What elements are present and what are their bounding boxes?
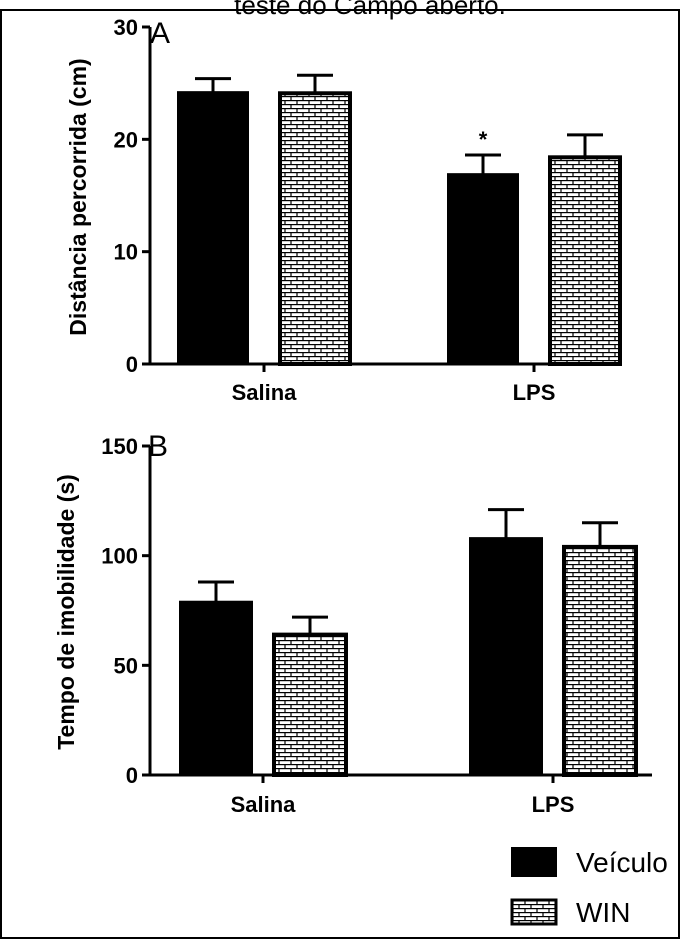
panel-a-significance-marker: * bbox=[479, 127, 488, 152]
panel-b-letter: B bbox=[148, 430, 168, 463]
panel-a-letter: A bbox=[150, 17, 170, 50]
panel-a-chart: A Distância percorrida (cm) 0 10 20 30 Salin… bbox=[65, 15, 622, 405]
panel-a-bar-lps-veiculo bbox=[447, 173, 519, 365]
panel-b-y-tick-label: 150 bbox=[101, 434, 138, 459]
panel-b-y-tick-label: 0 bbox=[126, 763, 138, 788]
panel-a-category-label: LPS bbox=[513, 380, 556, 405]
panel-b-y-tick-label: 50 bbox=[114, 653, 138, 678]
panel-a-y-tick-label: 30 bbox=[114, 15, 138, 40]
panel-b-category-label: Salina bbox=[231, 792, 297, 817]
panel-b-bar-salina-win bbox=[272, 632, 348, 777]
panel-a-y-tick-label: 10 bbox=[114, 240, 138, 265]
panel-a-y-axis-title: Distância percorrida (cm) bbox=[65, 58, 91, 335]
panel-b-bar-lps-veiculo bbox=[469, 537, 543, 776]
panel-b-category-label: LPS bbox=[532, 792, 575, 817]
figure-title: teste do Campo aberto. bbox=[234, 0, 506, 20]
legend-label-win: WIN bbox=[576, 897, 630, 928]
panel-b-chart: B Tempo de imobilidade (s) 0 50 100 150 Sali… bbox=[53, 430, 652, 817]
panel-a-y-tick-label: 0 bbox=[126, 352, 138, 377]
legend-swatch-veiculo bbox=[511, 847, 557, 877]
panel-b-bar-lps-win bbox=[562, 544, 638, 777]
figure-frame bbox=[0, 9, 680, 939]
panel-b-y-tick-label: 100 bbox=[101, 544, 138, 569]
panel-a-bar-lps-win bbox=[548, 155, 622, 366]
legend-label-veiculo: Veículo bbox=[576, 847, 668, 878]
panel-a-category-label: Salina bbox=[232, 380, 298, 405]
panel-a-bar-salina-veiculo bbox=[177, 91, 249, 366]
legend: Veículo WIN bbox=[510, 847, 668, 928]
panel-a-y-tick-label: 20 bbox=[114, 127, 138, 152]
panel-b-y-axis-title: Tempo de imobilidade (s) bbox=[53, 474, 79, 750]
legend-swatch-win bbox=[510, 898, 558, 926]
panel-b-bar-salina-veiculo bbox=[179, 600, 253, 777]
panel-a-bar-salina-win bbox=[278, 91, 352, 366]
